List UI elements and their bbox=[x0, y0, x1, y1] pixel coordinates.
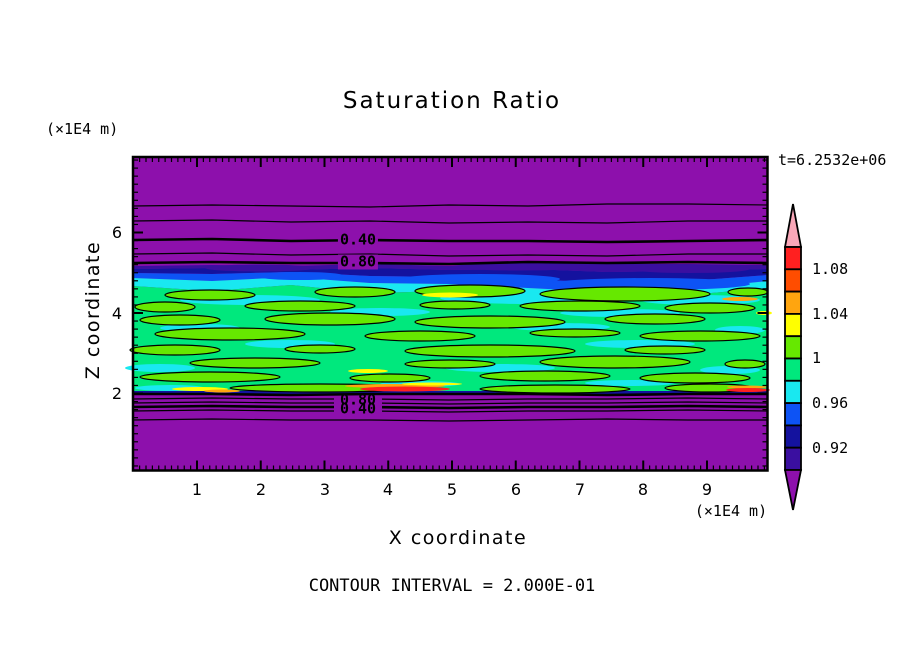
colorbar-label-1-04: 1.04 bbox=[812, 305, 849, 323]
contour-lens bbox=[419, 300, 491, 310]
x-tick-label-9: 9 bbox=[701, 480, 713, 499]
x-tick-label-8: 8 bbox=[637, 480, 649, 499]
contour-line-bottom bbox=[133, 392, 768, 397]
contour-lens bbox=[244, 300, 356, 312]
contour-lens bbox=[479, 384, 631, 394]
contour-line-top bbox=[132, 260, 769, 266]
contour-lens bbox=[284, 344, 356, 354]
colorbar-segment bbox=[784, 379, 802, 404]
colorbar-segment bbox=[784, 268, 802, 293]
contour-lens bbox=[404, 344, 576, 358]
accent-streak bbox=[726, 388, 770, 392]
contour-lens bbox=[724, 359, 766, 369]
contour-lens bbox=[264, 312, 396, 326]
indigo-patch bbox=[630, 265, 750, 273]
contour-label-mask bbox=[334, 396, 382, 417]
y-tick-label-2: 2 bbox=[111, 384, 122, 403]
colorbar-label-1: 1 bbox=[812, 349, 822, 367]
contour-line-top bbox=[132, 252, 768, 257]
contour-lens bbox=[134, 301, 196, 313]
contour-lens bbox=[519, 300, 641, 312]
colorbar-segment bbox=[784, 357, 802, 382]
x-axis-label: X coordinate bbox=[388, 527, 528, 549]
contour-line-bottom bbox=[132, 401, 769, 405]
contour-line-top bbox=[132, 219, 768, 224]
contour-line-bottom bbox=[132, 418, 768, 422]
accent-streak bbox=[402, 382, 462, 386]
colorbar-label-0-96: 0.96 bbox=[812, 394, 849, 412]
contour-label-bottom-040: 0.40 bbox=[339, 399, 377, 418]
contour-lens bbox=[404, 359, 496, 369]
colorbar-segment bbox=[784, 312, 802, 338]
contour-line-top bbox=[132, 203, 769, 208]
x-tick-label-1: 1 bbox=[191, 480, 203, 499]
contour-lens bbox=[414, 315, 566, 329]
contour-lens bbox=[314, 286, 396, 298]
x-tick-label-4: 4 bbox=[382, 480, 394, 499]
accent-streak bbox=[348, 369, 388, 373]
colorbar-segment bbox=[784, 402, 802, 427]
colorbar-segment bbox=[784, 446, 802, 471]
contour-lens bbox=[349, 373, 431, 383]
contour-line-bottom bbox=[132, 397, 769, 401]
contour-lens bbox=[539, 355, 691, 369]
colorbar-under-arrow bbox=[783, 469, 803, 511]
x-tick-label-7: 7 bbox=[574, 480, 586, 499]
chart-title: Saturation Ratio bbox=[342, 88, 562, 114]
x-axis-unit-label: (×1E4 m) bbox=[694, 502, 768, 520]
accent-streak bbox=[422, 292, 478, 298]
time-annotation: t=6.2532e+06 bbox=[778, 151, 887, 169]
accent-streak bbox=[360, 386, 450, 392]
indigo-patch bbox=[205, 264, 315, 272]
x-tick-label-2: 2 bbox=[255, 480, 267, 499]
contour-interval-caption: CONTOUR INTERVAL = 2.000E-01 bbox=[308, 576, 596, 596]
contour-lens bbox=[139, 371, 281, 383]
colorbar-label-0-92: 0.92 bbox=[812, 439, 849, 457]
contour-lens bbox=[604, 313, 706, 325]
contour-lens bbox=[727, 287, 769, 297]
contour-lens bbox=[624, 345, 706, 355]
contour-lens bbox=[129, 344, 221, 356]
y-tick-label-4: 4 bbox=[111, 304, 122, 323]
colorbar-segment bbox=[784, 290, 802, 315]
contour-lens bbox=[364, 330, 476, 342]
plot-border bbox=[131, 155, 769, 472]
y-tick-label-6: 6 bbox=[111, 223, 122, 242]
contour-lens bbox=[139, 314, 221, 326]
contour-label-top-080: 0.80 bbox=[337, 252, 379, 271]
contour-line-top bbox=[132, 237, 769, 244]
colorbar-segment bbox=[784, 335, 802, 360]
colorbar-over-arrow bbox=[783, 203, 803, 248]
colorbar-label-1-08: 1.08 bbox=[812, 260, 849, 278]
y-axis-unit-label: (×1E4 m) bbox=[46, 120, 119, 138]
contour-lens bbox=[529, 328, 621, 338]
accent-streak bbox=[204, 389, 240, 393]
contour-lens bbox=[154, 327, 306, 341]
accent-streak bbox=[722, 297, 758, 301]
colorbar-segment bbox=[784, 246, 802, 271]
x-tick-label-5: 5 bbox=[446, 480, 458, 499]
contour-line-bottom bbox=[132, 404, 769, 410]
indigo-patch bbox=[450, 263, 590, 271]
blue-patch bbox=[255, 272, 345, 280]
x-tick-label-6: 6 bbox=[510, 480, 522, 499]
contour-lens bbox=[479, 370, 611, 382]
accent-streak bbox=[727, 385, 767, 389]
contour-lens bbox=[189, 357, 321, 369]
contour-lens bbox=[164, 289, 256, 301]
contour-lens bbox=[664, 302, 756, 314]
blue-patch bbox=[400, 274, 560, 284]
contour-lens bbox=[639, 330, 761, 342]
contour-line-bottom bbox=[132, 409, 769, 413]
contour-lens bbox=[639, 372, 751, 384]
contour-lens bbox=[539, 286, 711, 302]
contour-label-bottom-080: 0.80 bbox=[339, 390, 377, 409]
cyan-patch bbox=[125, 364, 195, 372]
colorbar-segment bbox=[784, 424, 802, 449]
contour-label-top-040: 0.40 bbox=[337, 230, 379, 249]
x-tick-label-3: 3 bbox=[319, 480, 331, 499]
